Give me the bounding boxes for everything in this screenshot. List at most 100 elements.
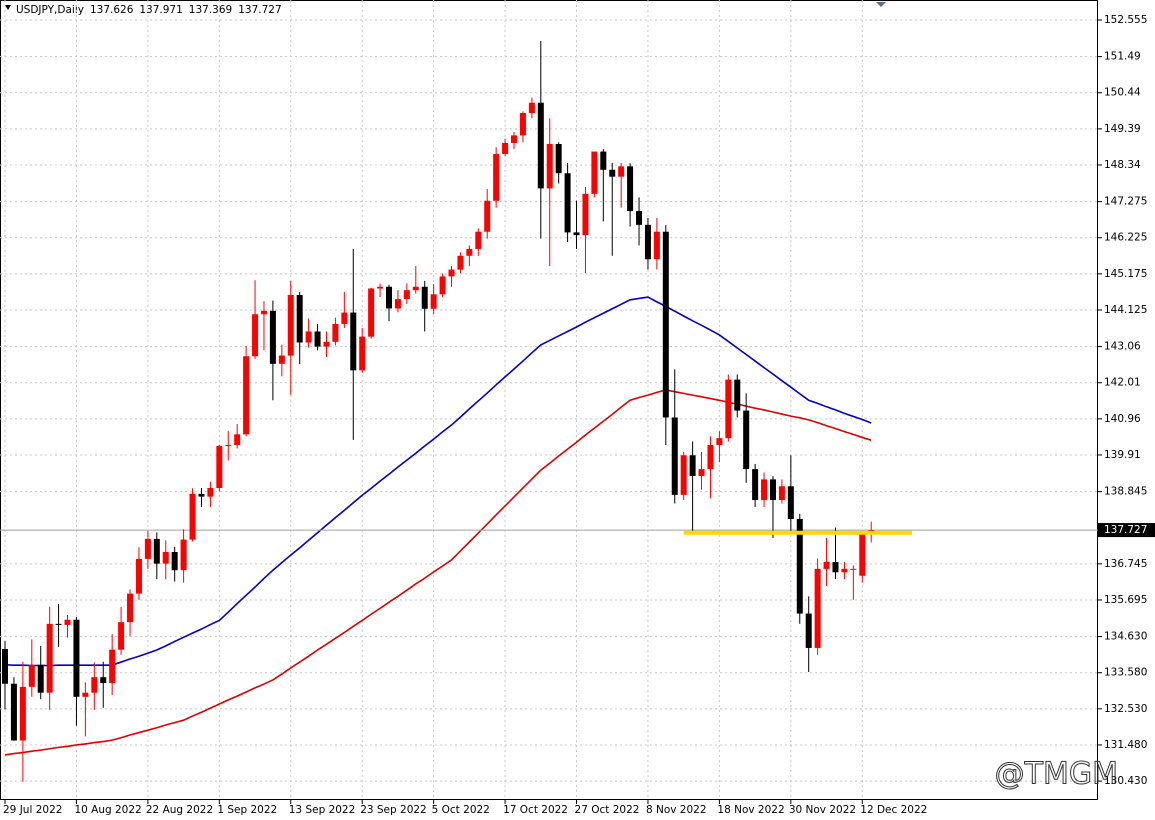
y-tick-label: 132.530 (1104, 703, 1147, 715)
candle-body (698, 469, 705, 476)
candle-body (278, 355, 285, 364)
candle-body (546, 143, 553, 189)
x-tick-label: 30 Nov 2022 (789, 804, 856, 816)
candle-body (260, 310, 267, 315)
candle-body (850, 568, 857, 570)
candle-body (144, 538, 151, 559)
candle-body (91, 677, 98, 693)
candle-body (171, 551, 178, 571)
y-tick-label: 131.480 (1104, 739, 1147, 751)
candle-body (359, 336, 366, 371)
y-tick-label: 133.580 (1104, 667, 1147, 679)
candle-body (198, 493, 205, 497)
candle-body (207, 487, 214, 497)
candle-body (823, 561, 830, 569)
candle-body (537, 102, 544, 189)
candle-body (109, 649, 116, 684)
x-tick-label: 8 Nov 2022 (646, 804, 707, 816)
candle-body (734, 379, 741, 411)
x-tick-label: 17 Oct 2022 (503, 804, 568, 816)
menu-icon[interactable] (5, 5, 11, 10)
candle-body (180, 539, 187, 571)
y-tick-label: 146.225 (1104, 232, 1147, 244)
candle-body (269, 310, 276, 364)
candle-body (305, 331, 312, 343)
candle-body (502, 142, 509, 154)
y-tick-label: 149.39 (1104, 123, 1141, 135)
candle-body (493, 153, 500, 201)
y-tick-label: 143.06 (1104, 341, 1141, 353)
candle-body (100, 677, 107, 684)
candle-body (421, 286, 428, 309)
candle-body (19, 686, 26, 741)
candle-body (118, 622, 125, 650)
candle-body (591, 151, 598, 194)
x-tick-label: 23 Sep 2022 (360, 804, 427, 816)
candle-body (769, 479, 776, 501)
candle-body (403, 290, 410, 300)
candle-body (287, 295, 294, 356)
candle-body (689, 455, 696, 476)
candle-body (64, 619, 71, 625)
candle-body (394, 299, 401, 309)
candle-body (439, 276, 446, 295)
x-tick-label: 22 Aug 2022 (146, 804, 213, 816)
y-tick-label: 136.745 (1104, 558, 1147, 570)
y-tick-label: 150.44 (1104, 87, 1141, 99)
candle-body (787, 486, 794, 519)
candle-body (805, 613, 812, 648)
candle-body (600, 151, 607, 170)
candle-body (46, 623, 53, 693)
candle-body (28, 664, 35, 687)
ohlc-value: 137.626 (90, 4, 134, 16)
candle-body (189, 493, 196, 540)
x-tick-label: 18 Nov 2022 (717, 804, 784, 816)
candle-body (73, 619, 80, 697)
scroll-marker[interactable] (876, 2, 886, 7)
candle-body (653, 231, 660, 260)
candle-body (243, 356, 250, 435)
candle-body (778, 486, 785, 501)
last-price-box (1098, 523, 1155, 538)
candle-body (636, 211, 643, 225)
candle-body (332, 323, 339, 342)
candle-body (314, 331, 321, 347)
header: USDJPY,Daily 137.626 137.971 137.369 137.727 (16, 4, 282, 16)
candle-body (484, 200, 491, 232)
plot-frame (0, 0, 1098, 800)
candle-body (582, 193, 589, 236)
candle-body (707, 444, 714, 470)
y-tick-label: 152.555 (1104, 14, 1147, 26)
candle-body (475, 231, 482, 249)
y-tick-label: 130.430 (1104, 775, 1147, 787)
candle-body (743, 410, 750, 470)
last-price-label: 137.727 (1104, 524, 1147, 536)
candle-body (162, 551, 169, 564)
candle-body (627, 166, 634, 212)
y-tick-label: 151.49 (1104, 51, 1141, 63)
candle-body (528, 102, 535, 114)
candle-body (457, 255, 464, 270)
candle-body (296, 295, 303, 343)
candle-body (216, 446, 223, 488)
candle-body (448, 269, 455, 277)
candle-body (680, 455, 687, 495)
ohlc-value: 137.369 (189, 4, 232, 16)
candle-body (385, 286, 392, 309)
candle-body (573, 232, 580, 236)
candle-body (814, 568, 821, 648)
moving-average (4, 296, 872, 667)
candle-body (466, 248, 473, 256)
y-tick-label: 147.275 (1104, 196, 1147, 208)
candle-body (37, 664, 44, 693)
candle-body (761, 479, 768, 501)
candle-body (671, 417, 678, 495)
symbol: USDJPY,Daily (16, 4, 84, 16)
candle-body (716, 438, 723, 445)
candle-body (752, 469, 759, 501)
x-tick-label: 13 Sep 2022 (289, 804, 356, 816)
candle-body (430, 294, 437, 309)
x-tick-label: 12 Dec 2022 (860, 804, 927, 816)
y-tick-label: 134.630 (1104, 631, 1147, 643)
